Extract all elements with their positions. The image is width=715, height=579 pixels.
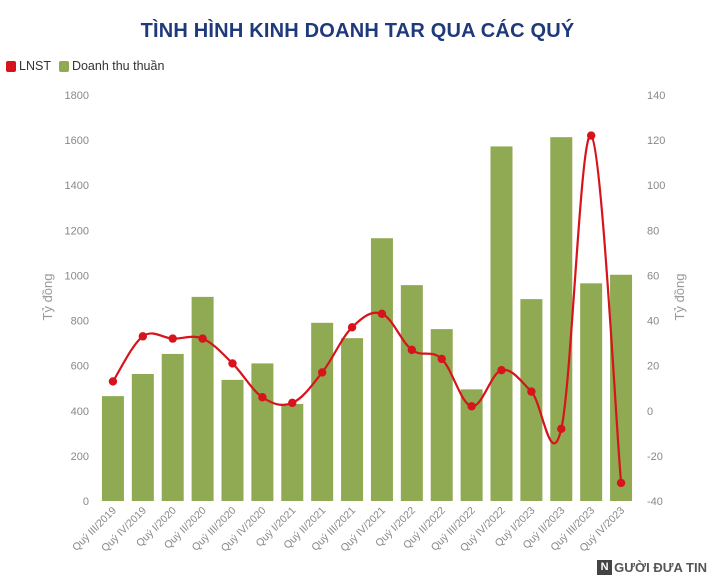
lnst-point bbox=[288, 398, 297, 408]
revenue-bar bbox=[101, 396, 124, 501]
lnst-point bbox=[557, 424, 566, 434]
y-right-tick-label: 100 bbox=[647, 180, 665, 192]
chart-title: TÌNH HÌNH KINH DOANH TAR QUA CÁC QUÝ bbox=[140, 20, 575, 42]
revenue-bar bbox=[490, 146, 513, 501]
revenue-bar bbox=[460, 389, 483, 501]
revenue-bar bbox=[131, 374, 154, 501]
lnst-point bbox=[168, 334, 177, 343]
y-left-tick-label: 1600 bbox=[65, 135, 89, 147]
y-axis-left: 0 200 400 600 800 1000 1200 1400 1600 1800 bbox=[65, 90, 89, 508]
y-right-tick-label: 60 bbox=[647, 270, 659, 282]
y-axis-right: -40 -20 0 20 40 60 80 100 120 140 bbox=[647, 90, 665, 508]
revenue-bar bbox=[251, 363, 274, 501]
y-right-tick-label: 20 bbox=[647, 361, 659, 373]
y-right-tick-label: 40 bbox=[647, 316, 659, 328]
y-left-tick-label: 1200 bbox=[65, 225, 89, 237]
y-left-tick-label: 1000 bbox=[65, 270, 89, 282]
watermark-box: N bbox=[597, 560, 613, 575]
revenue-bar bbox=[311, 322, 334, 501]
lnst-point bbox=[467, 402, 476, 411]
lnst-point bbox=[108, 377, 118, 386]
y-left-tick-label: 1800 bbox=[65, 90, 89, 102]
lnst-line bbox=[112, 134, 623, 484]
lnst-point bbox=[228, 359, 237, 368]
lnst-point bbox=[407, 345, 417, 355]
lnst-point bbox=[616, 478, 626, 488]
revenue-bar bbox=[370, 238, 393, 501]
y-left-tick-label: 0 bbox=[83, 496, 89, 508]
bar-series bbox=[101, 137, 633, 501]
lnst-point bbox=[437, 354, 446, 364]
lnst-point bbox=[377, 309, 387, 318]
y-axis-right-title: Tỷ đồng bbox=[672, 274, 687, 321]
revenue-bar bbox=[400, 285, 423, 501]
lnst-point bbox=[317, 368, 327, 377]
y-right-tick-label: 120 bbox=[647, 135, 665, 147]
revenue-bar bbox=[341, 338, 364, 501]
revenue-bar bbox=[281, 404, 304, 501]
revenue-bar bbox=[161, 353, 184, 501]
y-right-tick-label: -20 bbox=[647, 451, 663, 463]
lnst-points bbox=[108, 131, 626, 488]
revenue-bar bbox=[550, 137, 573, 501]
legend: LNST Doanh thu thuần bbox=[6, 59, 172, 73]
lnst-point bbox=[527, 387, 536, 396]
y-right-tick-label: 140 bbox=[647, 90, 665, 102]
legend-swatch-lnst bbox=[6, 60, 16, 72]
legend-label-revenue: Doanh thu thuần bbox=[71, 59, 165, 73]
legend-label-lnst: LNST bbox=[19, 59, 51, 73]
y-right-tick-label: -40 bbox=[647, 496, 663, 508]
legend-swatch-revenue bbox=[58, 60, 69, 72]
revenue-bar bbox=[580, 283, 603, 501]
y-left-tick-label: 200 bbox=[71, 451, 89, 463]
revenue-bar bbox=[191, 296, 214, 501]
y-axis-left-title: Tỷ đồng bbox=[40, 274, 55, 321]
revenue-bar bbox=[610, 274, 633, 501]
lnst-point bbox=[198, 334, 207, 343]
revenue-bar bbox=[430, 329, 453, 501]
legend-item-revenue[interactable]: Doanh thu thuần bbox=[58, 59, 165, 73]
y-left-tick-label: 400 bbox=[71, 406, 89, 418]
legend-item-lnst[interactable]: LNST bbox=[6, 59, 51, 73]
y-right-tick-label: 0 bbox=[647, 406, 653, 418]
lnst-point bbox=[347, 323, 357, 332]
revenue-bar bbox=[520, 299, 543, 501]
y-left-tick-label: 1400 bbox=[65, 180, 89, 192]
y-left-tick-label: 600 bbox=[71, 361, 89, 373]
lnst-point bbox=[497, 365, 506, 375]
watermark-logo: N GƯỜI ĐƯA TIN bbox=[597, 560, 707, 575]
watermark-text: GƯỜI ĐƯA TIN bbox=[614, 560, 707, 575]
lnst-point bbox=[138, 332, 148, 341]
lnst-point bbox=[258, 393, 267, 402]
revenue-bar bbox=[221, 379, 244, 501]
y-left-tick-label: 800 bbox=[71, 316, 89, 328]
y-right-tick-label: 80 bbox=[647, 225, 659, 237]
lnst-point bbox=[586, 131, 596, 140]
